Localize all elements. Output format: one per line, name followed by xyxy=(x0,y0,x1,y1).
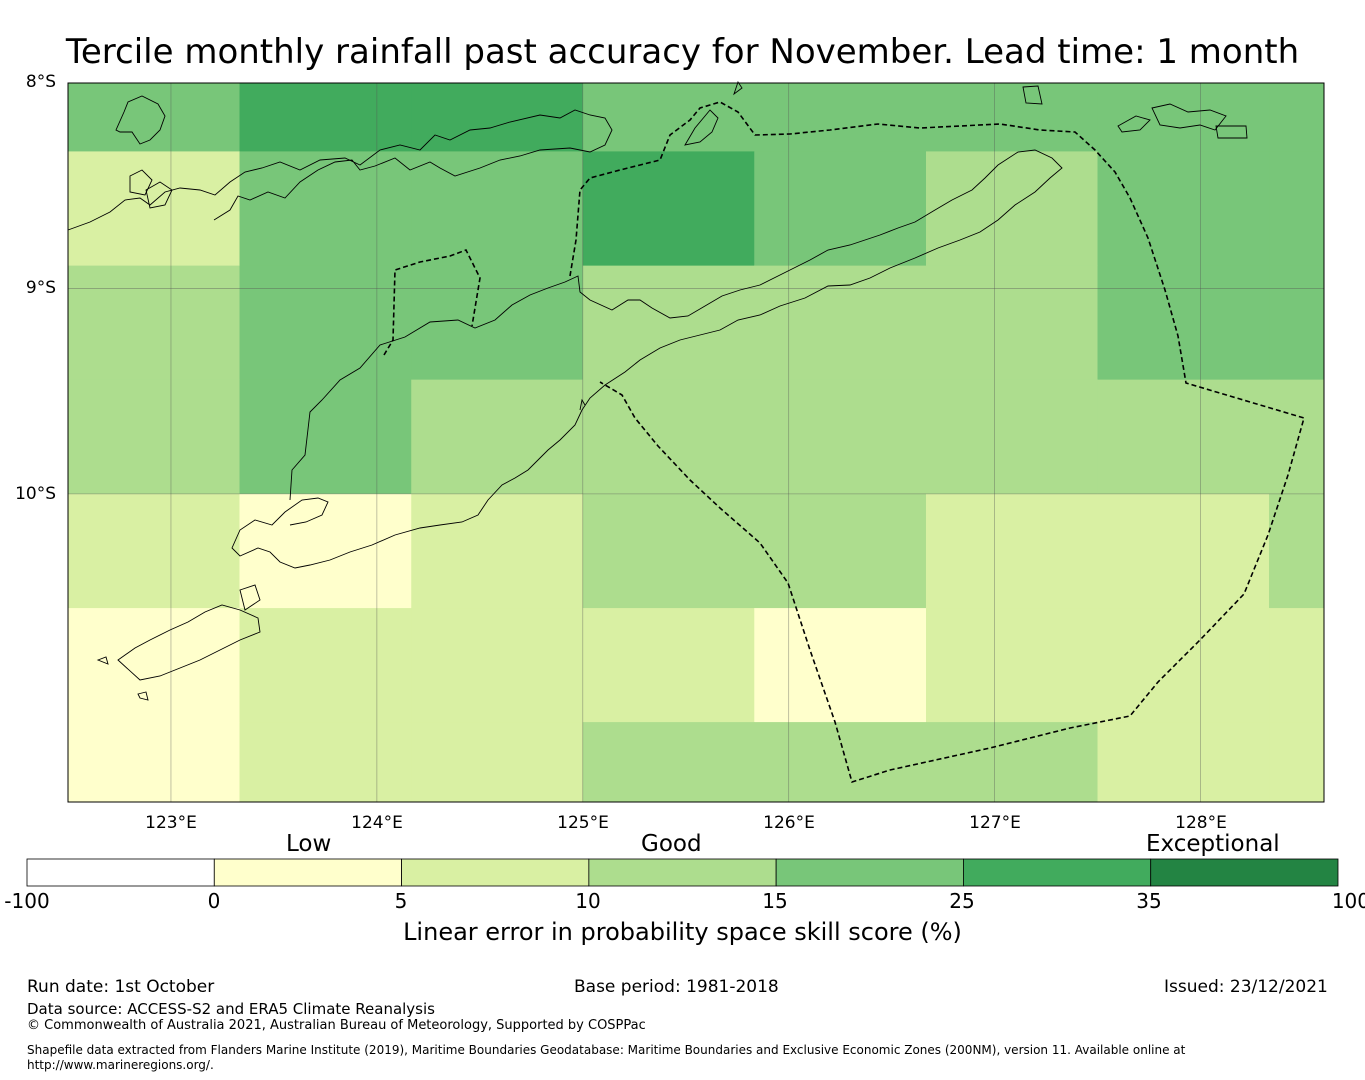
grid-cell xyxy=(68,379,241,495)
grid-cell xyxy=(754,379,927,495)
skill-grid xyxy=(68,83,1325,803)
grid-cell xyxy=(1097,379,1270,495)
grid-cell xyxy=(1097,493,1270,609)
grid-cell xyxy=(925,493,1099,609)
grid-cell xyxy=(68,265,241,381)
grid-cell xyxy=(1269,83,1325,152)
lon-label-128e: 128°E xyxy=(1175,813,1227,833)
colorbar-segment xyxy=(26,858,215,887)
grid-cell xyxy=(411,722,584,803)
tick-label: 15 xyxy=(762,889,788,913)
grid-cell xyxy=(411,265,584,381)
category-exceptional: Exceptional xyxy=(1146,831,1280,857)
tick-label: 10 xyxy=(575,889,601,913)
grid-cell xyxy=(582,379,755,495)
grid-cell xyxy=(754,608,927,723)
category-good: Good xyxy=(641,831,702,857)
grid-cell xyxy=(582,608,755,723)
grid-cell xyxy=(1269,379,1325,495)
tick-label: 5 xyxy=(394,889,408,913)
grid-cell xyxy=(239,493,412,609)
grid-cell xyxy=(239,722,412,803)
tick-label: 25 xyxy=(949,889,975,913)
grid-cell xyxy=(754,151,927,267)
tick-label: 35 xyxy=(1136,889,1162,913)
grid-cell xyxy=(925,722,1099,803)
copyright: © Commonwealth of Australia 2021, Austra… xyxy=(27,1018,646,1033)
grid-cell xyxy=(1269,608,1325,723)
grid-cell xyxy=(68,83,241,152)
colorbar-segment xyxy=(963,858,1152,887)
grid-cell xyxy=(1097,83,1270,152)
grid-cell xyxy=(1269,722,1325,803)
grid-cell xyxy=(582,265,755,381)
lat-label-10s: 10°S xyxy=(15,484,56,504)
base-period: Base period: 1981-2018 xyxy=(574,977,779,997)
graticule xyxy=(68,83,1324,802)
colorbar-segment xyxy=(775,858,964,887)
grid-cell xyxy=(754,83,927,152)
grid-cell xyxy=(239,265,412,381)
grid-cell xyxy=(411,608,584,723)
grid-cell xyxy=(925,151,1099,267)
grid-cell xyxy=(754,265,927,381)
tick-label: 100 xyxy=(1331,889,1365,913)
colorbar-segment xyxy=(588,858,777,887)
map-frame xyxy=(67,82,1325,803)
lon-label-124e: 124°E xyxy=(351,813,403,833)
coastline xyxy=(67,80,1248,701)
shapefile-credit: Shapefile data extracted from Flanders M… xyxy=(27,1043,1186,1072)
grid-cell xyxy=(582,151,755,267)
eez-boundary xyxy=(383,101,1305,784)
grid-cell xyxy=(68,608,241,723)
tick-label: -100 xyxy=(4,889,50,913)
grid-cell xyxy=(68,493,241,609)
grid-cell xyxy=(1269,493,1325,609)
colorbar xyxy=(26,858,1339,887)
grid-cell xyxy=(925,379,1099,495)
grid-cell xyxy=(754,493,927,609)
grid-cell xyxy=(925,265,1099,381)
grid-cell xyxy=(239,379,412,495)
grid-cell xyxy=(925,608,1099,723)
grid-cell xyxy=(411,379,584,495)
lat-label-8s: 8°S xyxy=(25,72,56,92)
lon-label-127e: 127°E xyxy=(969,813,1021,833)
grid-cell xyxy=(582,493,755,609)
lat-label-9s: 9°S xyxy=(25,278,56,298)
grid-cell xyxy=(411,493,584,609)
grid-cell xyxy=(1097,151,1270,267)
lon-label-126e: 126°E xyxy=(763,813,815,833)
category-low: Low xyxy=(286,831,332,857)
grid-cell xyxy=(411,151,584,267)
grid-cell xyxy=(1269,265,1325,381)
grid-cell xyxy=(239,151,412,267)
grid-cell xyxy=(582,722,755,803)
grid-cell xyxy=(1097,608,1270,723)
colorbar-label: Linear error in probability space skill … xyxy=(403,918,962,946)
grid-cell xyxy=(1269,151,1325,267)
run-date: Run date: 1st October xyxy=(27,977,215,997)
grid-cell xyxy=(1097,265,1270,381)
grid-cell xyxy=(582,83,755,152)
grid-cell xyxy=(68,151,241,267)
lon-label-125e: 125°E xyxy=(557,813,609,833)
grid-cell xyxy=(68,722,241,803)
colorbar-segment xyxy=(213,858,402,887)
colorbar-segment xyxy=(401,858,590,887)
data-source: Data source: ACCESS-S2 and ERA5 Climate … xyxy=(27,1000,435,1018)
lon-label-123e: 123°E xyxy=(145,813,197,833)
tick-label: 0 xyxy=(207,889,221,913)
grid-cell xyxy=(239,608,412,723)
grid-cell xyxy=(754,722,927,803)
chart-title: Tercile monthly rainfall past accuracy f… xyxy=(65,32,1300,72)
colorbar-segment xyxy=(1150,858,1339,887)
grid-cell xyxy=(925,83,1099,152)
grid-cell xyxy=(1097,722,1270,803)
issued-date: Issued: 23/12/2021 xyxy=(1164,977,1328,997)
grid-cell xyxy=(239,83,412,152)
